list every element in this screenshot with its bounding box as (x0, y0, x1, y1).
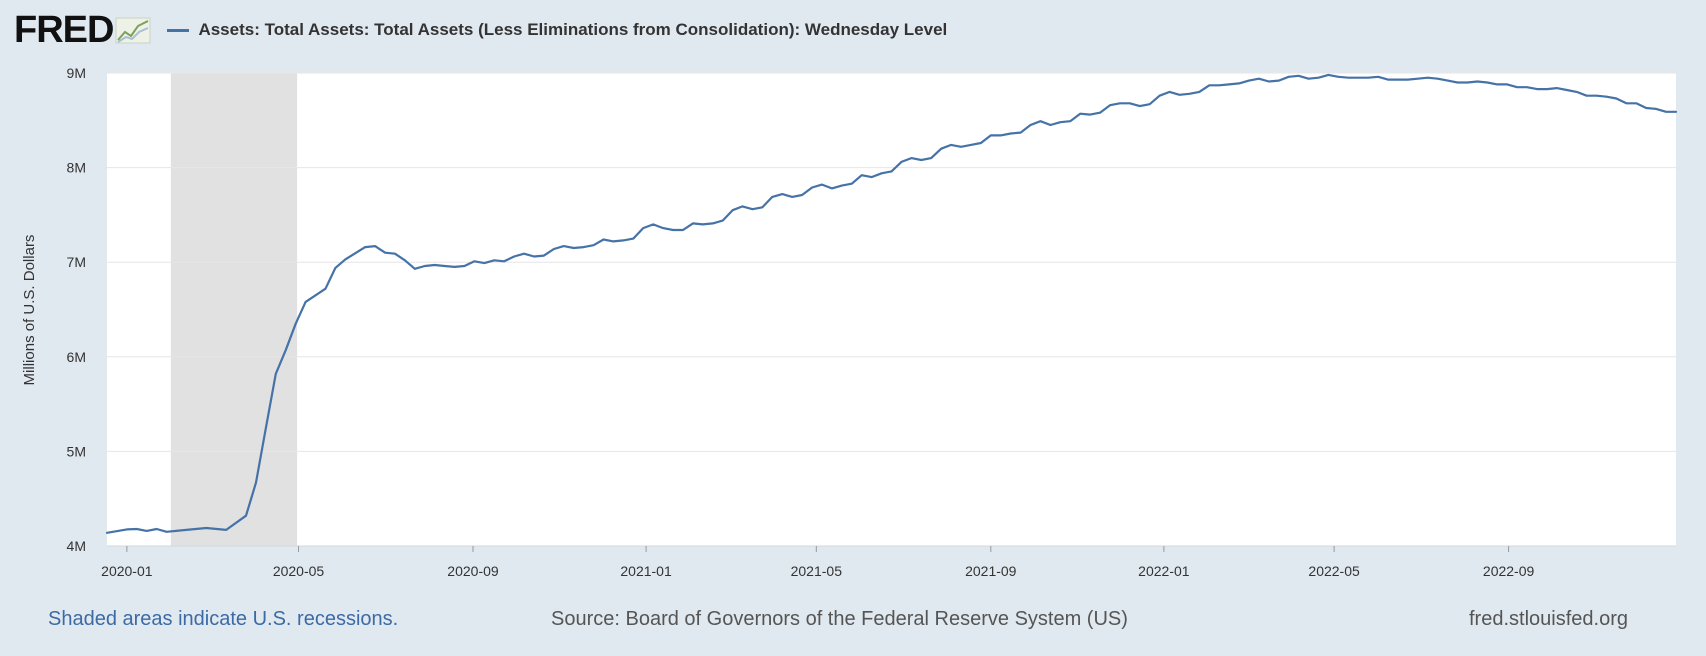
plot-area (107, 73, 1676, 546)
legend-swatch (167, 28, 190, 32)
chart-header: FRED Assets: Total Assets: Total Assets … (14, 10, 947, 50)
y-tick-label: 5M (67, 443, 86, 459)
y-axis-label: Millions of U.S. Dollars (21, 235, 38, 386)
x-tick-label: 2022-09 (1483, 563, 1535, 579)
x-tick-label: 2020-01 (101, 563, 153, 579)
fred-logo[interactable]: FRED (14, 9, 114, 51)
x-axis-ticks: 2020-01 2020-05 2020-09 2021-01 2021-05 2021-… (101, 546, 1534, 579)
x-tick-label: 2022-05 (1308, 563, 1360, 579)
y-tick-label: 8M (67, 160, 86, 176)
plot-background (107, 73, 1676, 546)
x-tick-label: 2021-01 (620, 563, 672, 579)
source-note: Source: Board of Governors of the Federa… (551, 608, 1128, 630)
series-line (105, 73, 1678, 534)
legend-label: Assets: Total Assets: Total Assets (Less… (198, 20, 948, 39)
recession-band (170, 73, 298, 546)
x-tick-label: 2021-05 (791, 563, 843, 579)
x-tick-label: 2022-01 (1138, 563, 1190, 579)
recession-shading (170, 73, 298, 546)
line-chart[interactable]: 4M 5M 6M 7M 8M 9M 2020-01 2020-05 2020-09 2021-0… (0, 0, 1706, 600)
series-layer (105, 73, 1678, 534)
legend[interactable]: Assets: Total Assets: Total Assets (Less… (167, 20, 947, 40)
y-axis-ticks: 4M 5M 6M 7M 8M 9M (67, 65, 86, 554)
x-tick-label: 2020-09 (447, 563, 499, 579)
x-tick-label: 2021-09 (965, 563, 1017, 579)
recession-note[interactable]: Shaded areas indicate U.S. recessions. (48, 608, 399, 630)
x-tick-label: 2020-05 (273, 563, 325, 579)
chart-line-icon (115, 17, 151, 44)
y-tick-label: 7M (67, 254, 86, 270)
site-link[interactable]: fred.stlouisfed.org (1469, 608, 1628, 630)
gridlines (107, 72, 1676, 547)
y-tick-label: 6M (67, 349, 86, 365)
y-tick-label: 9M (67, 65, 86, 81)
y-tick-label: 4M (67, 538, 86, 554)
